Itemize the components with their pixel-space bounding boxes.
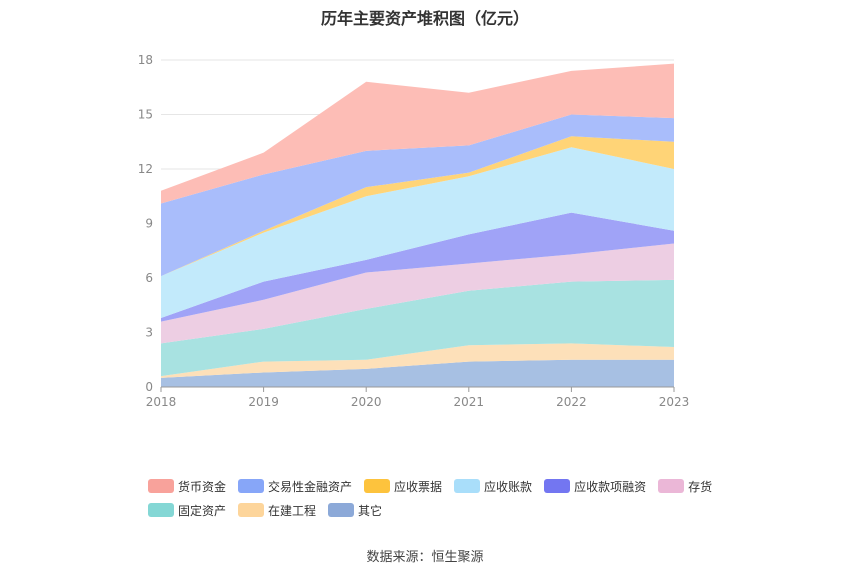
legend-swatch bbox=[148, 503, 174, 517]
legend-label: 应收款项融资 bbox=[574, 479, 647, 494]
x-tick-label: 2018 bbox=[146, 395, 177, 409]
legend-label: 固定资产 bbox=[178, 503, 227, 518]
legend-swatch bbox=[238, 503, 265, 517]
x-tick-label: 2020 bbox=[351, 395, 382, 409]
legend-swatch bbox=[544, 479, 571, 493]
data-source-note: 数据来源：恒生聚源 bbox=[366, 550, 484, 565]
legend-swatch bbox=[454, 479, 481, 493]
legend-label: 应收票据 bbox=[394, 479, 443, 494]
x-tick-label: 2023 bbox=[659, 395, 690, 409]
x-tick-label: 2022 bbox=[556, 395, 587, 409]
area-series bbox=[161, 63, 674, 387]
legend-label: 应收账款 bbox=[484, 479, 533, 494]
legend-item-应收账款[interactable]: 应收账款 bbox=[454, 478, 532, 495]
legend: 货币资金 交易性金融资产 应收票据 应收账款 应收款项融资 存货 固定资产 bbox=[148, 474, 748, 522]
area-series-在建工程 bbox=[161, 343, 674, 378]
legend-row-1: 货币资金 交易性金融资产 应收票据 应收账款 应收款项融资 存货 bbox=[148, 474, 748, 498]
area-series-交易性金融资产 bbox=[161, 114, 674, 277]
area-series-应收款项融资 bbox=[161, 212, 674, 322]
area-series-存货 bbox=[161, 243, 674, 344]
legend-item-固定资产[interactable]: 固定资产 bbox=[148, 502, 226, 519]
legend-item-在建工程[interactable]: 在建工程 bbox=[238, 502, 316, 519]
legend-item-其它[interactable]: 其它 bbox=[328, 502, 382, 519]
axes: 0 3 6 9 12 15 18 2018 2019 2020 2021 2022 2023 bbox=[138, 53, 690, 409]
legend-label: 在建工程 bbox=[268, 503, 317, 518]
y-tick-label: 6 bbox=[145, 271, 153, 285]
legend-label: 存货 bbox=[688, 479, 713, 494]
legend-swatch bbox=[328, 503, 355, 517]
area-series-应收账款 bbox=[161, 147, 674, 318]
chart-title: 历年主要资产堆积图（亿元） bbox=[320, 9, 529, 28]
legend-row-2: 固定资产 在建工程 其它 bbox=[148, 498, 748, 522]
legend-item-应收款项融资[interactable]: 应收款项融资 bbox=[544, 478, 646, 495]
legend-item-存货[interactable]: 存货 bbox=[658, 478, 712, 495]
area-series-其它 bbox=[161, 359, 674, 387]
y-tick-label: 0 bbox=[145, 380, 153, 394]
legend-swatch bbox=[364, 479, 391, 493]
legend-swatch bbox=[658, 479, 685, 493]
x-tick-label: 2021 bbox=[454, 395, 485, 409]
legend-label: 其它 bbox=[358, 503, 383, 518]
area-series-应收票据 bbox=[161, 136, 674, 277]
area-series-固定资产 bbox=[161, 279, 674, 377]
y-tick-label: 12 bbox=[138, 162, 153, 176]
legend-item-货币资金[interactable]: 货币资金 bbox=[148, 478, 226, 495]
area-series-货币资金 bbox=[161, 63, 674, 204]
legend-label: 交易性金融资产 bbox=[268, 479, 353, 494]
legend-label: 货币资金 bbox=[178, 479, 227, 494]
y-tick-label: 18 bbox=[138, 53, 153, 67]
y-tick-label: 15 bbox=[138, 108, 153, 122]
legend-item-应收票据[interactable]: 应收票据 bbox=[364, 478, 442, 495]
legend-item-交易性金融资产[interactable]: 交易性金融资产 bbox=[238, 478, 352, 495]
x-tick-label: 2019 bbox=[248, 395, 279, 409]
legend-swatch bbox=[148, 479, 174, 493]
y-tick-label: 3 bbox=[145, 326, 153, 340]
legend-swatch bbox=[238, 479, 265, 493]
y-tick-label: 9 bbox=[145, 217, 153, 231]
